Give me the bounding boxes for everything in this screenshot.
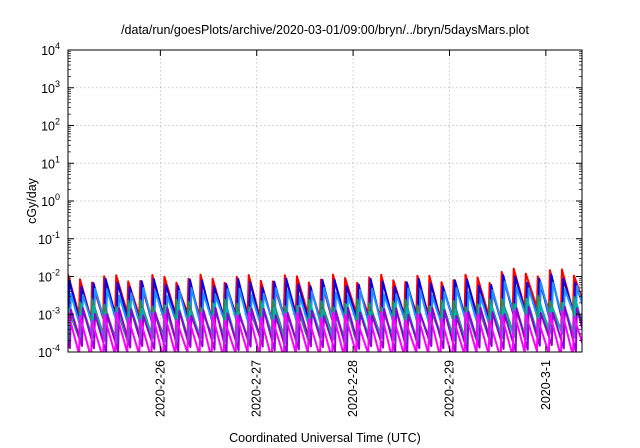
- y-tick-label: 10-2: [38, 268, 60, 285]
- series-group: [68, 267, 582, 352]
- x-axis-label: Coordinated Universal Time (UTC): [229, 431, 421, 445]
- y-tick-label: 104: [41, 41, 60, 58]
- chart-title: /data/run/goesPlots/archive/2020-03-01/0…: [121, 23, 529, 37]
- y-tick-label: 101: [41, 154, 60, 171]
- x-tick-label: 2020-2-28: [346, 360, 360, 417]
- y-tick-label: 10-1: [38, 230, 60, 247]
- grid: [68, 50, 582, 352]
- series-line-7: [68, 309, 582, 352]
- x-tick-label: 2020-2-26: [153, 360, 167, 417]
- y-tick-label: 102: [41, 117, 60, 134]
- y-tick-label: 100: [41, 192, 60, 209]
- x-tick-label: 2020-3-1: [539, 360, 553, 410]
- x-tick-label: 2020-2-29: [442, 360, 456, 417]
- y-tick-label: 103: [41, 79, 60, 96]
- y-tick-label: 10-4: [38, 343, 60, 360]
- tick-group: 10-4 10-3 10-2 10-1 100 101 102 103 104 2020-2-26…: [38, 41, 582, 417]
- y-axis-label: cGy/day: [25, 177, 39, 224]
- x-tick-label: 2020-2-27: [250, 360, 264, 417]
- y-tick-label: 10-3: [38, 305, 60, 322]
